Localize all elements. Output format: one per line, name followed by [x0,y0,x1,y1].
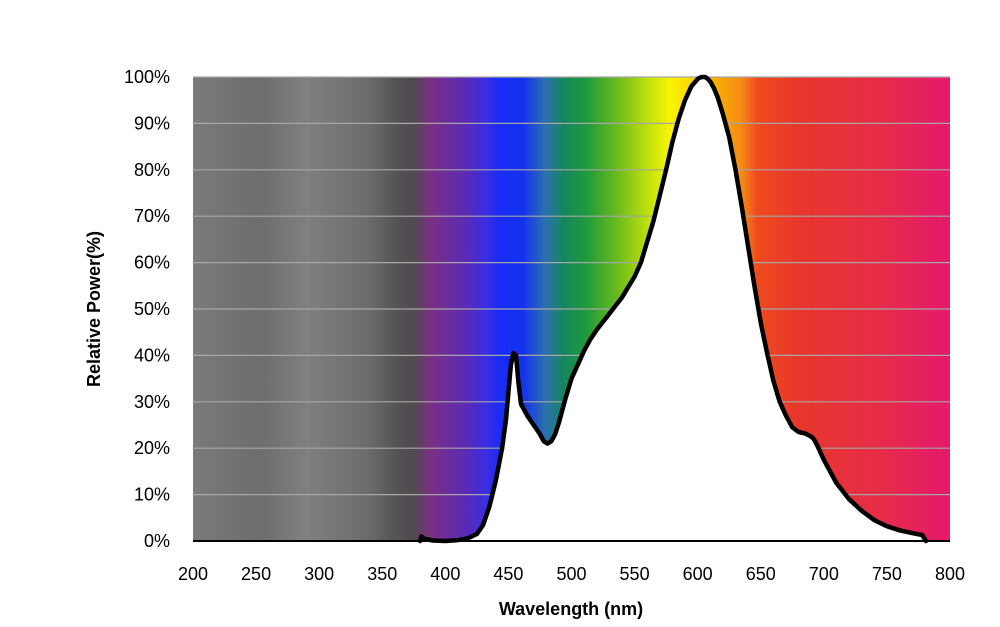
y-tick-label: 50% [134,299,170,319]
y-tick-label: 20% [134,438,170,458]
y-tick-label: 80% [134,160,170,180]
spectrum-curve [417,74,929,544]
spectrum-fill [420,77,926,541]
x-tick-label: 700 [809,564,839,584]
x-tick-label: 250 [241,564,271,584]
x-tick-label: 600 [683,564,713,584]
x-tick-label: 450 [493,564,523,584]
x-tick-label: 350 [367,564,397,584]
x-tick-label: 200 [178,564,208,584]
x-tick-label: 650 [746,564,776,584]
y-tick-label: 0% [144,531,170,551]
x-tick-label: 500 [556,564,586,584]
y-tick-label: 60% [134,253,170,273]
x-tick-label: 400 [430,564,460,584]
y-tick-label: 10% [134,485,170,505]
y-tick-label: 100% [124,67,170,87]
x-tick-label: 300 [304,564,334,584]
y-tick-label: 40% [134,345,170,365]
x-tick-label: 550 [620,564,650,584]
x-tick-label: 800 [935,564,965,584]
y-axis-title: Relative Power(%) [84,231,104,387]
x-axis-title: Wavelength (nm) [499,599,643,619]
x-tick-label: 750 [872,564,902,584]
y-tick-label: 30% [134,392,170,412]
y-tick-label: 70% [134,206,170,226]
y-tick-label: 90% [134,113,170,133]
